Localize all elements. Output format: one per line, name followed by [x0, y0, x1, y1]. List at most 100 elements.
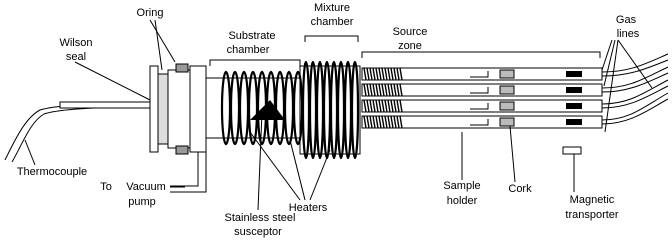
heater-coil	[378, 99, 382, 113]
flange	[149, 65, 159, 153]
bracket	[304, 35, 359, 42]
sample-holder	[470, 119, 489, 126]
label: transporter	[565, 209, 619, 221]
leader-line	[257, 111, 263, 211]
heater-coil	[375, 83, 379, 97]
leader-line	[154, 19, 163, 71]
heater-coil	[396, 67, 400, 81]
cork	[499, 69, 515, 79]
heater-coil	[381, 67, 385, 81]
flange	[167, 69, 191, 149]
heater-coil	[399, 115, 403, 129]
heater-coil	[372, 115, 376, 129]
leader-line	[604, 39, 619, 133]
heater-coil	[384, 83, 388, 97]
label: seal	[66, 51, 86, 63]
flange	[157, 73, 169, 145]
label: Substrate	[228, 30, 275, 42]
magnet	[566, 71, 582, 77]
heater-coil	[390, 67, 394, 81]
bracket	[209, 59, 301, 66]
transporter	[562, 146, 582, 155]
bracket	[361, 51, 601, 58]
heater-coil	[393, 115, 397, 129]
gas-line	[601, 92, 669, 125]
heater-coil	[378, 83, 382, 97]
leader-line	[509, 125, 516, 183]
heater-coil	[363, 83, 367, 97]
heater-coil	[372, 67, 376, 81]
source-tube	[361, 99, 603, 113]
heater-coil	[399, 83, 403, 97]
label: chamber	[311, 16, 354, 28]
heater-coil	[396, 83, 400, 97]
heater-coil	[363, 99, 367, 113]
heater-coil	[366, 99, 370, 113]
heater-coil	[384, 67, 388, 81]
heater-coil	[384, 115, 388, 129]
heater-coil	[369, 115, 373, 129]
labels: Oring Wilson seal Substrate chamber Mixture ch…	[17, 2, 640, 238]
leader-line	[617, 39, 653, 89]
heater-coil	[363, 67, 367, 81]
label: Vacuum	[126, 181, 166, 193]
heater-coil	[375, 67, 379, 81]
label: Heaters	[289, 202, 328, 214]
heater-coil	[387, 115, 391, 129]
label: Gas	[616, 14, 637, 26]
heater-coil	[393, 99, 397, 113]
cork	[499, 85, 515, 95]
heater-coil	[393, 67, 397, 81]
cork	[499, 117, 515, 127]
heater-coil	[350, 60, 360, 160]
heater-coil	[366, 67, 370, 81]
heater-coil	[399, 99, 403, 113]
label: To	[100, 181, 112, 193]
label: Stainless steel	[225, 212, 296, 224]
gas-line	[601, 53, 669, 77]
heater-coil	[378, 67, 382, 81]
source-tube	[361, 67, 603, 81]
thermocouple-wire	[4, 102, 151, 161]
leader-line	[603, 39, 616, 87]
apparatus-details	[24, 19, 669, 211]
sample-holder	[470, 103, 489, 110]
label: Mixture	[314, 2, 350, 14]
oring	[175, 63, 189, 73]
heater-coil	[396, 115, 400, 129]
source-tube	[361, 115, 603, 129]
heater-coil	[363, 115, 367, 129]
heater-coil	[393, 83, 397, 97]
sample-holder	[470, 71, 489, 78]
heater-coil	[390, 99, 394, 113]
heater-coil	[387, 99, 391, 113]
gas-line	[601, 66, 669, 93]
magnet	[566, 119, 582, 125]
leader-line	[601, 39, 613, 71]
heater-coil	[390, 83, 394, 97]
label: Sample	[443, 180, 480, 192]
heater-coil	[399, 67, 403, 81]
heater-coil	[381, 83, 385, 97]
heater-coil	[366, 115, 370, 129]
heater-coil	[384, 99, 388, 113]
label: Magnetic	[570, 194, 615, 206]
leader-line	[149, 19, 176, 63]
label: pump	[128, 196, 156, 208]
heater-coil	[387, 67, 391, 81]
label: lines	[617, 28, 640, 40]
heater-coil	[372, 99, 376, 113]
heater-coil	[387, 83, 391, 97]
heater-coil	[378, 115, 382, 129]
sample-holder	[470, 87, 489, 94]
heater-coil	[396, 99, 400, 113]
vacuum-pipe	[170, 152, 207, 193]
leader-line	[24, 139, 36, 166]
heater-coil	[375, 115, 379, 129]
label: chamber	[227, 44, 270, 56]
cork	[499, 101, 515, 111]
label: zone	[398, 40, 422, 52]
heater-coil	[369, 67, 373, 81]
heater-coil	[381, 115, 385, 129]
label: Source	[393, 26, 428, 38]
